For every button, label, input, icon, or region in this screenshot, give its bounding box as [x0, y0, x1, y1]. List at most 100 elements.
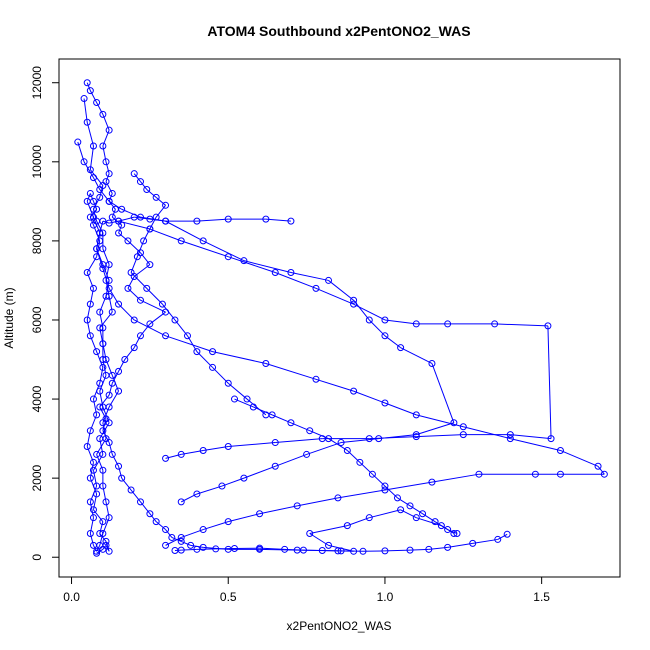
data-point [459, 431, 467, 439]
data-point [86, 213, 94, 221]
series-segment [108, 200, 122, 210]
series-trace-7 [127, 170, 270, 419]
data-point [146, 225, 154, 233]
data-point [381, 399, 389, 407]
data-point [544, 322, 552, 330]
series-segment [83, 98, 88, 123]
data-point [96, 324, 104, 332]
data-point [80, 95, 88, 103]
data-point [89, 142, 97, 150]
series-segment [133, 173, 141, 182]
data-point [365, 435, 373, 443]
data-point [130, 344, 138, 352]
data-point [83, 197, 91, 205]
data-point [199, 446, 207, 454]
data-point [99, 356, 107, 364]
data-point [262, 411, 270, 419]
data-point [491, 320, 499, 328]
series-segment [347, 517, 370, 527]
data-point [99, 530, 107, 538]
data-point [105, 219, 113, 227]
x-tick-label: 0.0 [63, 590, 80, 604]
data-point [475, 470, 483, 478]
data-point [99, 363, 107, 371]
data-point [193, 348, 201, 356]
data-point [337, 547, 345, 555]
data-point [89, 284, 97, 292]
data-point [412, 431, 420, 439]
series-segment [99, 189, 110, 202]
chart-title: ATOM4 Southbound x2PentONO2_WAS [207, 23, 470, 39]
series-segment [353, 303, 386, 321]
series-segment [416, 434, 464, 438]
data-point [99, 110, 107, 118]
data-point [105, 197, 113, 205]
data-point [334, 494, 342, 502]
data-point [96, 237, 104, 245]
data-point [428, 478, 436, 486]
series-segment [259, 547, 285, 550]
data-point [271, 269, 279, 277]
data-point [271, 439, 279, 447]
data-point [118, 474, 126, 482]
x-tick-label: 0.5 [220, 590, 237, 604]
data-point [89, 466, 97, 474]
data-point [209, 348, 217, 356]
data-point [93, 411, 101, 419]
data-point [93, 98, 101, 106]
data-point [503, 530, 511, 538]
data-point [556, 470, 564, 478]
series-segment [290, 272, 329, 281]
series-segment [243, 260, 292, 274]
data-point [218, 482, 226, 490]
data-point [124, 237, 132, 245]
series-segment [99, 394, 110, 408]
data-point [381, 332, 389, 340]
data-point [99, 427, 107, 435]
y-tick-label: 10000 [30, 145, 44, 179]
data-point [99, 217, 107, 225]
data-point [381, 482, 389, 490]
data-point [171, 316, 179, 324]
x-axis-label: x2PentONO2_WAS [287, 619, 392, 633]
data-point [136, 178, 144, 186]
data-point [115, 367, 123, 375]
data-point [146, 215, 154, 223]
data-point [431, 518, 439, 526]
series-segment [149, 228, 182, 242]
series-segment [86, 82, 91, 91]
series-segment [146, 189, 157, 198]
series-segment [309, 525, 348, 534]
data-point [450, 419, 458, 427]
data-point [318, 547, 326, 555]
data-point [136, 296, 144, 304]
series-segment [89, 193, 94, 202]
y-tick-label: 4000 [30, 385, 44, 412]
data-point [162, 201, 170, 209]
series-segment [118, 220, 151, 230]
series-segment [111, 371, 119, 384]
series-segment [221, 477, 245, 487]
data-point [152, 213, 160, 221]
data-point [105, 439, 113, 447]
data-point [83, 269, 91, 277]
data-point [419, 510, 427, 518]
series-segment [155, 521, 166, 530]
data-point [193, 217, 201, 225]
data-point [96, 308, 104, 316]
series-segment [353, 390, 386, 404]
data-point [99, 340, 107, 348]
data-point [124, 284, 132, 292]
series-segment [105, 181, 113, 194]
series-segment [108, 442, 113, 455]
series-segment [149, 216, 157, 230]
series-segment [416, 414, 464, 428]
data-point [83, 118, 91, 126]
series-segment [368, 319, 386, 337]
data-point [102, 371, 110, 379]
series-segment [121, 477, 132, 491]
data-point [365, 316, 373, 324]
data-point [115, 300, 123, 308]
series-segment [133, 319, 166, 337]
data-point [437, 522, 445, 530]
